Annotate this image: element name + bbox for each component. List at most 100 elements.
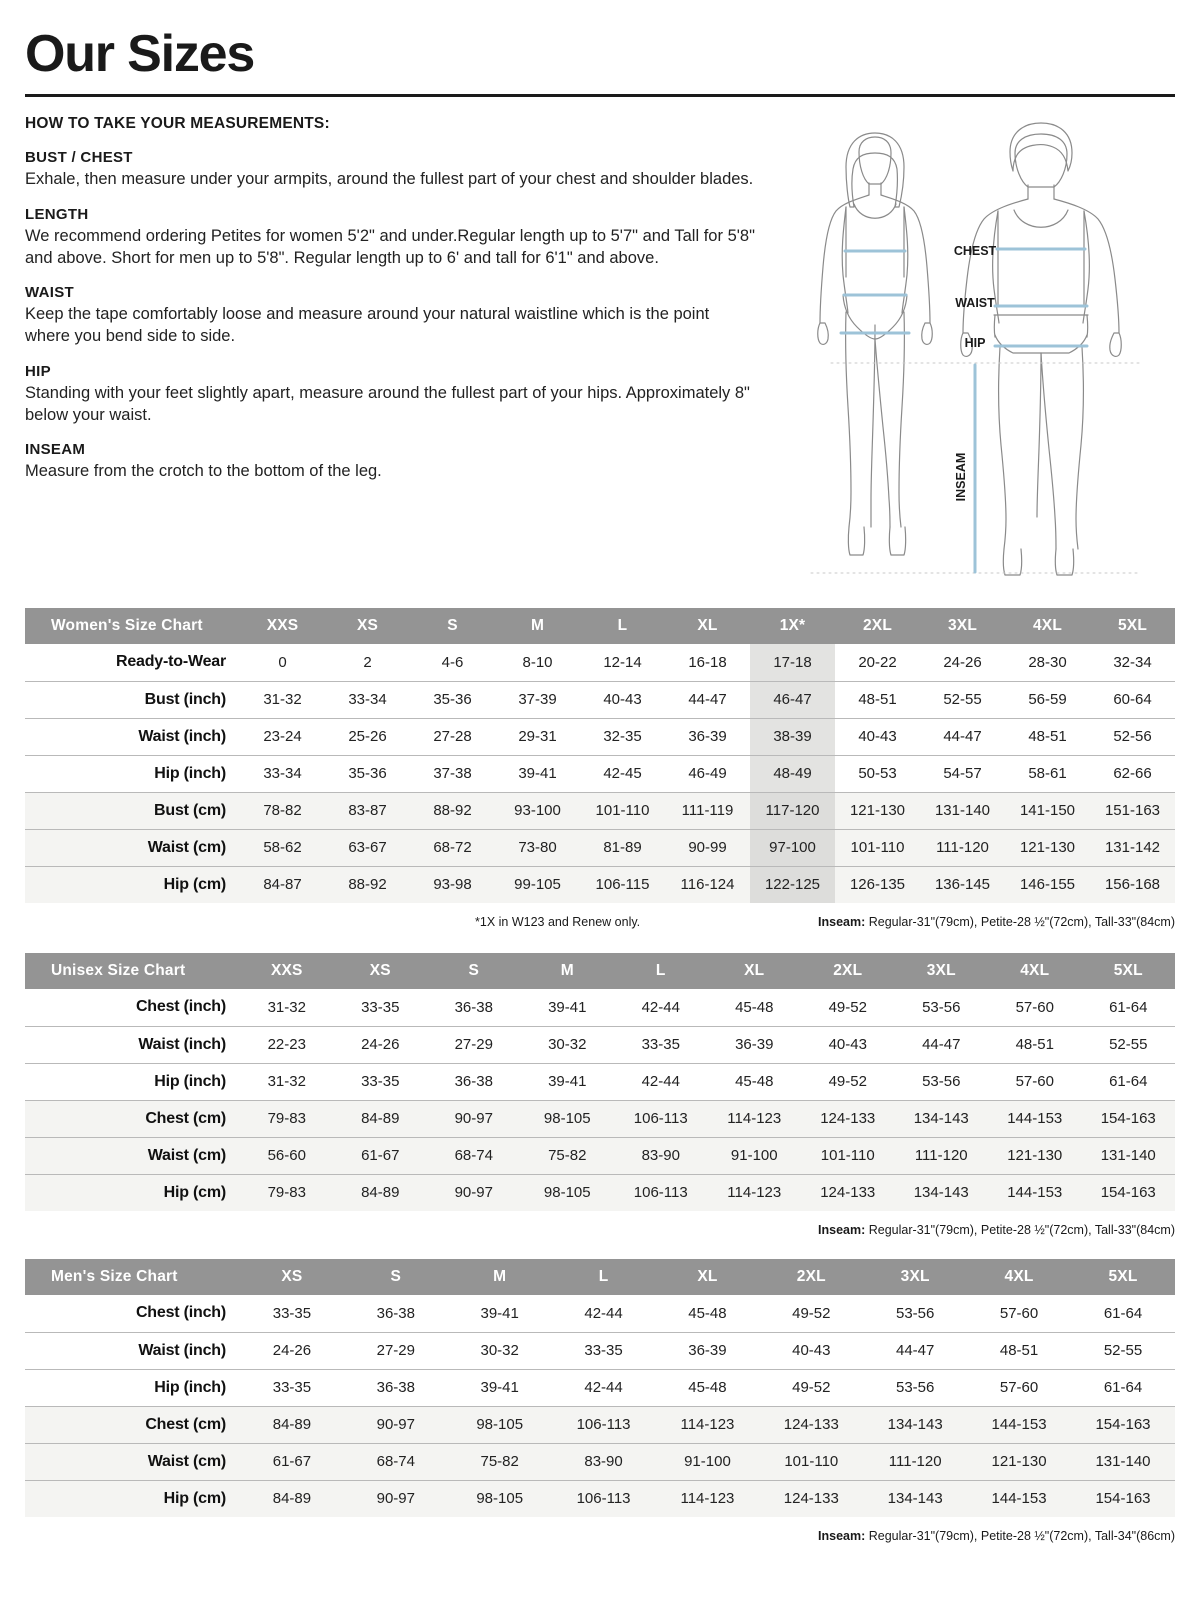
row-label: Hip (cm) [25,866,240,903]
table-cell: 101-110 [835,829,920,866]
table-cell: 134-143 [894,1100,988,1137]
table-cell: 111-120 [920,829,1005,866]
table-cell: 52-55 [943,691,982,708]
table-cell: 36-38 [376,1304,415,1322]
table-cell: 45-48 [688,1379,727,1396]
table-cell: 99-105 [495,866,580,903]
table-cell: 121-130 [988,1137,1082,1174]
instruction-body: Standing with your feet slightly apart, … [25,383,750,424]
table-cell: 36-38 [376,1379,415,1396]
table-cell: 31-32 [263,691,302,708]
column-header-m: M [520,953,614,989]
table-cell: 124-133 [759,1406,864,1443]
table-cell: 101-110 [580,792,665,829]
row-label: Chest (inch) [135,998,226,1016]
table-cell: 93-100 [495,792,580,829]
table-cell: 35-36 [348,765,387,782]
table-cell: 48-51 [1015,1036,1054,1053]
table-cell: 33-35 [584,1342,623,1359]
table-cell: 24-26 [361,1036,400,1053]
table-cell: 27-29 [376,1342,415,1359]
column-header-xs: XS [325,608,410,644]
table-cell: 48-49 [750,755,835,792]
row-label: Waist (inch) [138,1035,226,1053]
table-cell: 61-64 [1109,998,1148,1016]
table-cell: 114-123 [655,1406,760,1443]
table-cell: 121-130 [835,792,920,829]
male-body-outline [960,122,1122,576]
table-cell: 106-113 [551,1406,656,1443]
table-cell: 54-57 [943,765,982,782]
table-cell: 98-105 [520,1100,614,1137]
female-body-outline [817,132,933,556]
table-cell: 53-56 [922,1073,961,1090]
row-label: Chest (inch) [135,1304,226,1322]
row-label: Bust (inch) [144,690,227,708]
table-cell: 40-43 [792,1342,831,1359]
row-label: Waist (inch) [138,1341,226,1359]
table-cell: 88-92 [325,866,410,903]
unisex-size-chart-section: Unisex Size Chart XXS XS S M L XL 2XL 3XL 4XL 5XL … [25,953,1175,1245]
table-cell: 27-29 [454,1036,493,1053]
instruction-body: Measure from the crotch to the bottom of… [25,462,382,481]
table-cell: 111-120 [894,1137,988,1174]
mens-table-notes: Inseam: Regular-31"(79cm), Petite-28 ½"(… [25,1523,1175,1551]
womens-size-chart-table: Women's Size Chart XXS XS S M L XL 1X* 2XL 3XL 4XL… [25,608,1175,903]
table-cell: 73-80 [495,829,580,866]
table-row: Chest (inch) 31-32 33-35 36-38 39-41 42-44 45-… [25,989,1175,1026]
table-cell: 0 [278,653,287,671]
howto-heading: HOW TO TAKE YOUR MEASUREMENTS: [25,115,330,132]
column-header-xxs: XXS [240,953,334,989]
column-header-s: S [427,953,521,989]
table-cell: 136-145 [920,866,1005,903]
instruction-body: We recommend ordering Petites for women … [25,226,755,267]
table-cell: 57-60 [999,1379,1039,1396]
title-divider [25,94,1175,97]
table-cell: 151-163 [1090,792,1175,829]
table-cell: 28-30 [1028,653,1067,671]
table-cell: 81-89 [580,829,665,866]
column-header-m: M [495,608,580,644]
table-cell: 57-60 [1015,1073,1054,1090]
column-header-2xl: 2XL [759,1259,864,1295]
table-cell: 49-52 [792,1379,831,1396]
table-cell: 83-90 [614,1137,708,1174]
inseam-note-label: Inseam: [818,915,866,929]
table-cell: 53-56 [896,1379,935,1396]
inseam-note-value: Regular-31"(79cm), Petite-28 ½"(72cm), T… [865,1529,1175,1543]
table-cell: 48-51 [999,1342,1039,1359]
table-cell: 4-6 [441,653,464,671]
table-cell: 30-32 [480,1342,519,1359]
table-row: Chest (cm) 79-83 84-89 90-97 98-105 106-113 11… [25,1100,1175,1137]
table-cell: 37-39 [518,691,557,708]
table-cell: 24-26 [943,653,982,671]
table-cell: 39-41 [480,1379,519,1396]
table-cell: 106-115 [580,866,665,903]
mens-size-chart-table: Men's Size Chart XS S M L XL 2XL 3XL 4XL 5XL Ches… [25,1259,1175,1517]
table-cell: 50-53 [858,765,897,782]
column-header-xs: XS [333,953,427,989]
column-header-xxs: XXS [240,608,325,644]
column-header-xl: XL [707,953,801,989]
row-label: Hip (cm) [25,1174,240,1211]
table-lead-header: Men's Size Chart [25,1259,240,1295]
table-cell: 144-153 [988,1100,1082,1137]
table-cell: 61-67 [333,1137,427,1174]
inseam-guide-lines [810,362,1142,574]
instruction-hip: HIP Standing with your feet slightly apa… [25,363,785,427]
column-header-s: S [410,608,495,644]
body-measurement-diagram: CHEST WAIST HIP INSEAM [791,107,1181,582]
female-measure-lines [839,249,911,335]
table-cell: 30-32 [548,1036,587,1053]
table-cell: 42-45 [603,765,642,782]
column-header-xl: XL [665,608,750,644]
table-cell: 124-133 [759,1480,864,1517]
inseam-note-label: Inseam: [818,1223,866,1237]
womens-table-notes: *1X in W123 and Renew only. Inseam: Regu… [25,909,1175,939]
table-cell: 56-59 [1028,691,1067,708]
table-cell: 61-64 [1103,1379,1143,1396]
table-cell: 111-120 [863,1443,968,1480]
table-cell: 53-56 [896,1304,935,1322]
table-cell: 44-47 [896,1342,935,1359]
table-cell: 42-44 [641,998,680,1016]
